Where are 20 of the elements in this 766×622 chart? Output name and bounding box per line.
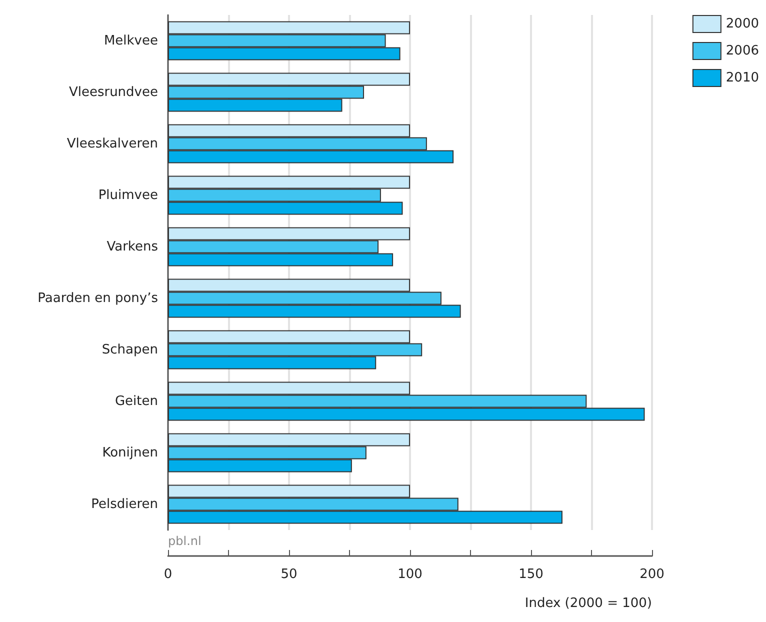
y-tick-label: Pelsdieren (91, 496, 158, 512)
y-tick-label: Paarden en pony’s (38, 290, 158, 306)
y-tick-label: Geiten (114, 394, 158, 409)
x-tick-label: 0 (164, 567, 172, 582)
x-tick-label: 100 (398, 567, 422, 582)
y-tick-label: Varkens (106, 239, 158, 254)
y-tick-label: Schapen (102, 342, 158, 358)
x-tick-label: 150 (518, 567, 544, 582)
y-tick-label: Konijnen (102, 445, 158, 460)
y-tick-label: Vleesrundvee (68, 84, 158, 100)
y-tick-label: Pluimvee (98, 188, 158, 203)
legend-label: 2010 (726, 70, 760, 86)
x-axis-title: Index (2000 = 100) (524, 596, 652, 611)
text: pbl.nl (168, 534, 202, 548)
legend-label: 2006 (726, 44, 760, 58)
legend-label: 2000 (726, 16, 760, 32)
y-tick-label: Melkvee (104, 33, 158, 48)
y-tick-label: Vleeskalveren (66, 136, 158, 152)
x-tick-label: 50 (280, 567, 298, 582)
x-tick-label: 200 (640, 567, 664, 582)
